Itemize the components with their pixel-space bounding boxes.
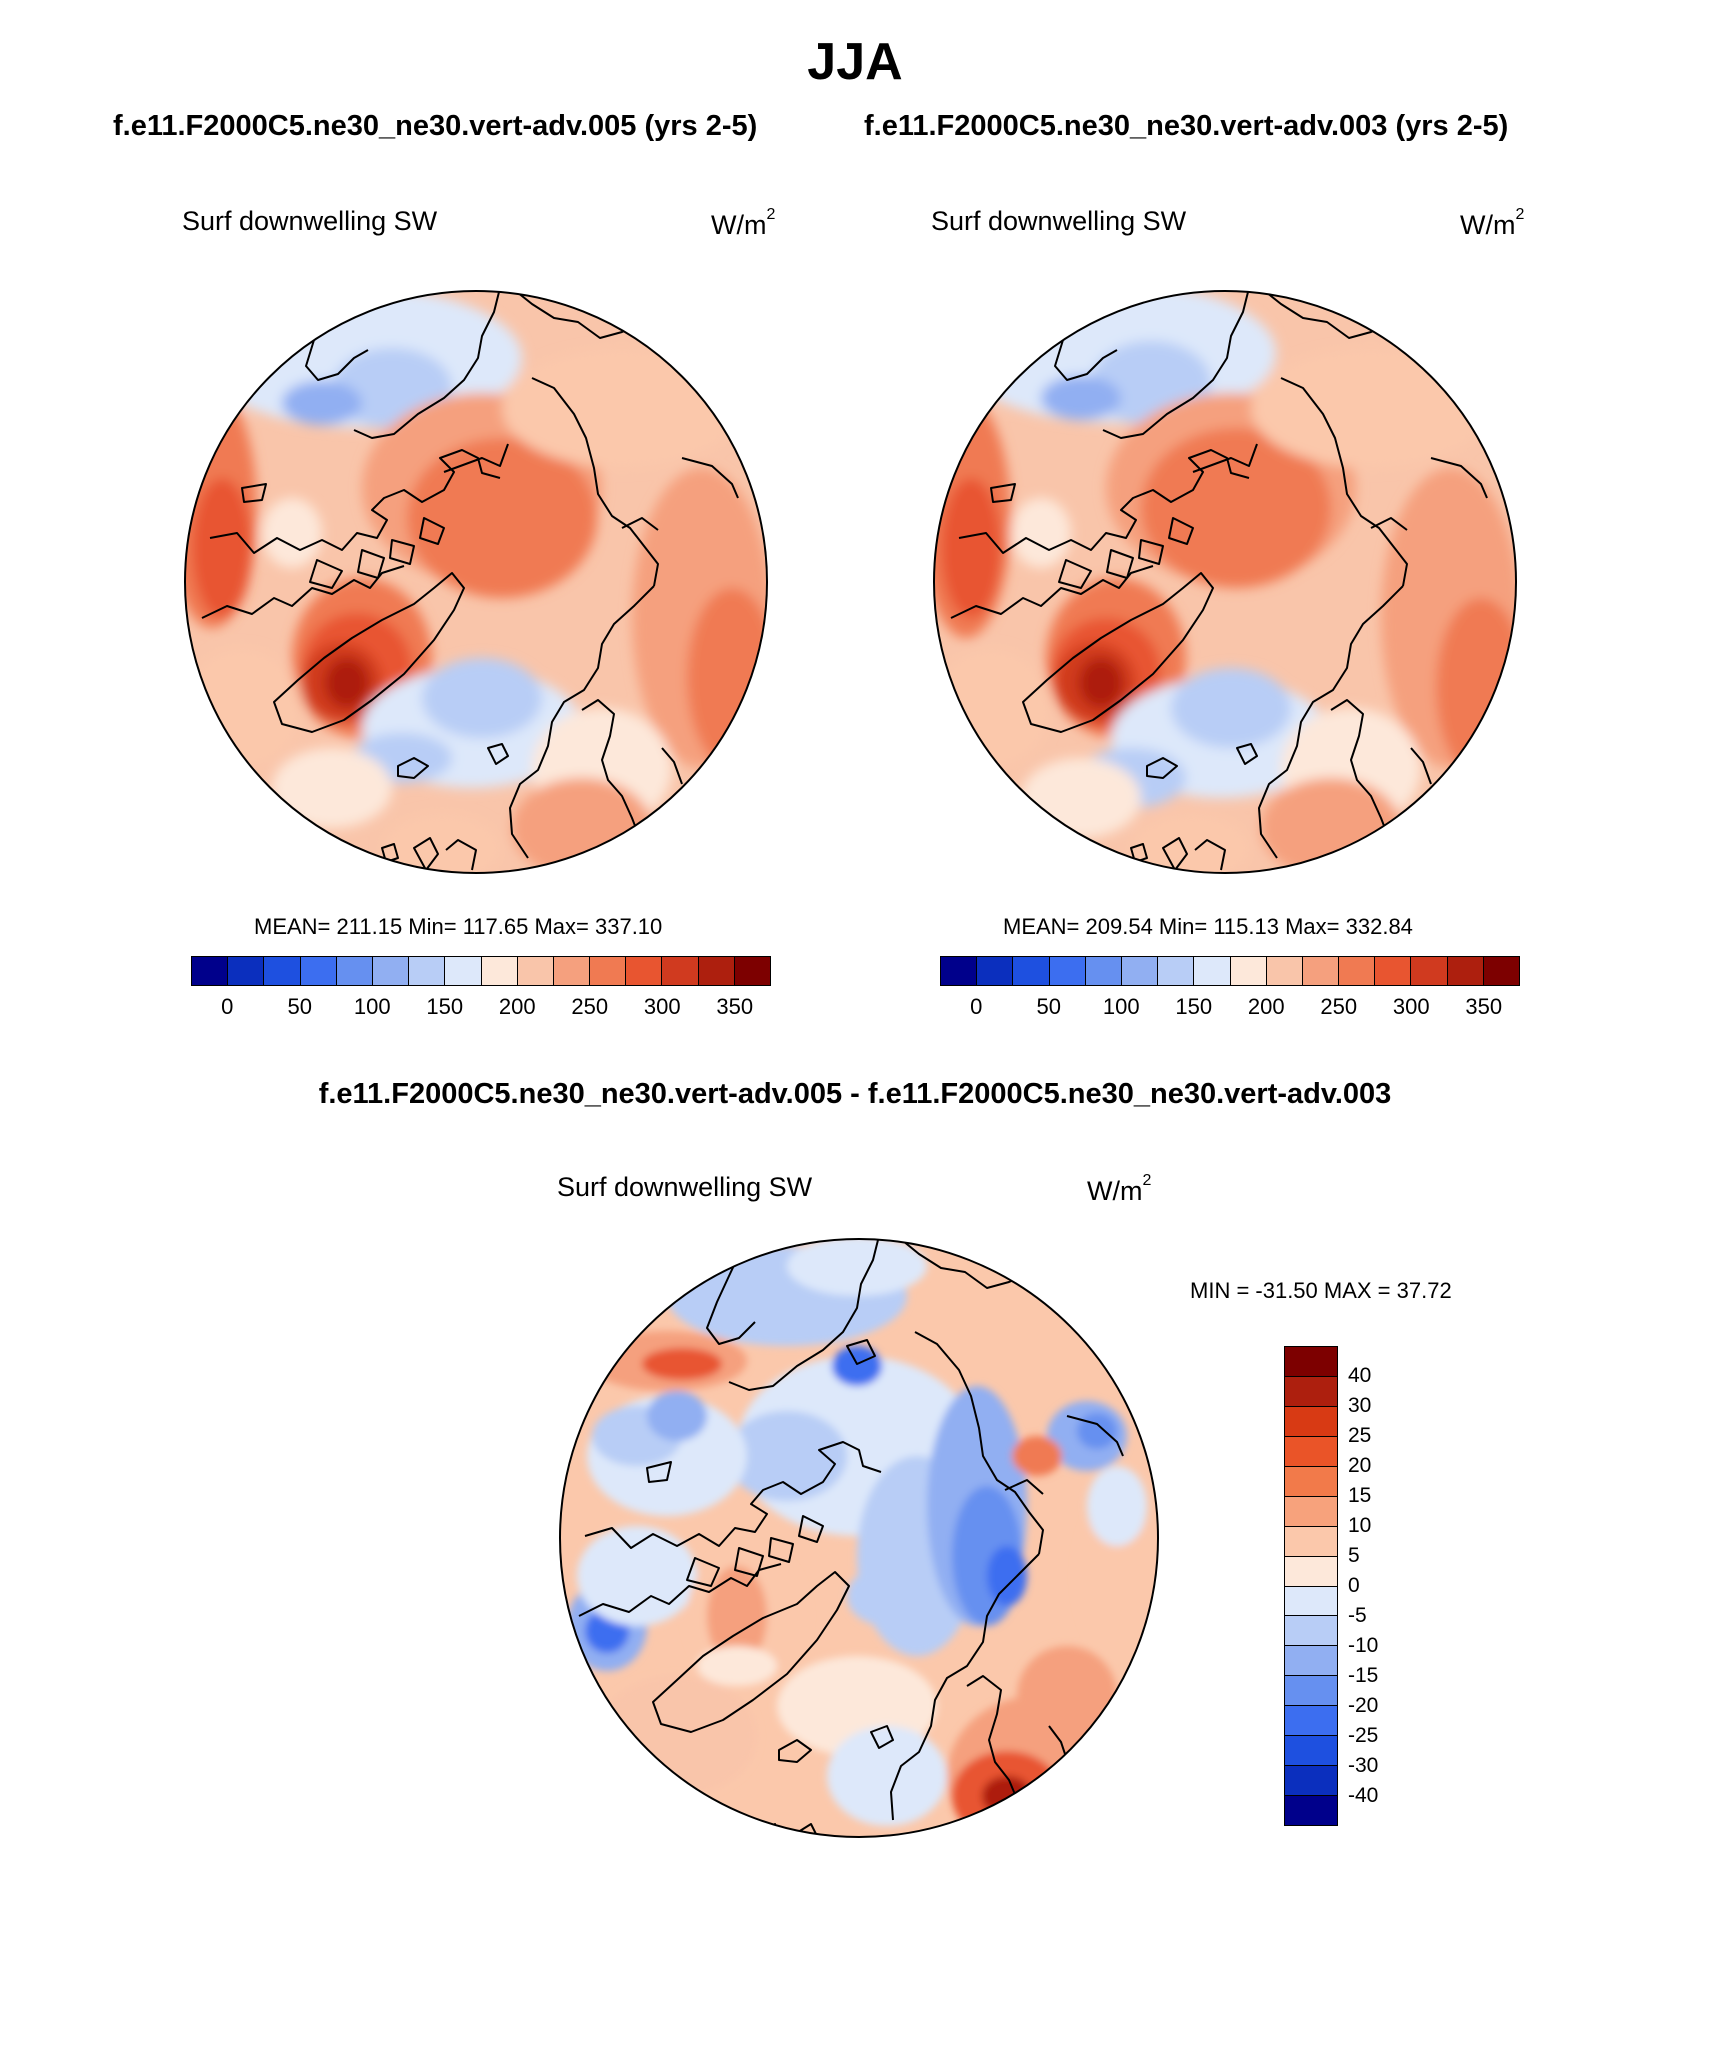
right-colorbar-swatch-13 [1411,957,1448,985]
diff-colorbar-tick-label: 10 [1348,1514,1372,1537]
right-colorbar-swatch-15 [1483,957,1519,985]
diff-colorbar-swatch-14 [1285,1766,1337,1797]
right-case-title: f.e11.F2000C5.ne30_ne30.vert-adv.003 (yr… [864,110,1509,142]
main-title: JJA [807,33,903,91]
right-colorbar-tick-label: 50 [1036,994,1061,1019]
diff-colorbar [1284,1346,1338,1826]
diff-colorbar-swatch-8 [1285,1586,1337,1617]
right-colorbar-swatch-1 [977,957,1014,985]
right-colorbar-swatch-11 [1339,957,1376,985]
diff-colorbar-tick-label: 20 [1348,1454,1372,1477]
right-colorbar-swatch-6 [1158,957,1195,985]
left-colorbar-swatch-9 [517,957,554,985]
left-variable-label: Surf downwelling SW [182,206,438,236]
right-colorbar-tick-label: 300 [1392,994,1430,1019]
right-colorbar-swatch-5 [1121,957,1159,985]
left-colorbar-swatch-11 [590,957,627,985]
diff-minmax: MIN = -31.50 MAX = 37.72 [1190,1278,1452,1303]
left-case-title: f.e11.F2000C5.ne30_ne30.vert-adv.005 (yr… [113,110,758,142]
right-colorbar-swatch-12 [1375,957,1412,985]
left-colorbar-swatch-12 [626,957,663,985]
left-colorbar-tick-label: 50 [287,994,312,1019]
right-variable-label: Surf downwelling SW [931,206,1187,236]
diff-colorbar-swatch-9 [1285,1616,1337,1647]
right-colorbar-swatch-4 [1085,957,1122,985]
diff-colorbar-swatch-4 [1285,1466,1337,1497]
right-colorbar-swatch-7 [1194,957,1231,985]
right-stats: MEAN= 209.54 Min= 115.13 Max= 332.84 [1003,914,1413,939]
diff-colorbar-swatch-2 [1285,1406,1337,1437]
diff-colorbar-tick-label: 25 [1348,1424,1372,1447]
left-colorbar-swatch-7 [445,957,482,985]
diff-colorbar-swatch-5 [1285,1496,1337,1527]
left-colorbar-swatch-5 [372,957,410,985]
diff-colorbar-swatch-7 [1285,1556,1337,1587]
right-colorbar-swatch-8 [1230,957,1267,985]
diff-colorbar-swatch-10 [1285,1646,1337,1677]
diff-colorbar-tick-label: -5 [1348,1604,1367,1627]
left-colorbar-swatch-15 [734,957,770,985]
diff-colorbar-tick-label: -10 [1348,1634,1379,1657]
left-colorbar-tick-label: 100 [353,994,391,1019]
right-colorbar-tick-label: 200 [1247,994,1285,1019]
diff-colorbar-swatch-15 [1285,1796,1337,1825]
left-colorbar-swatch-3 [300,957,337,985]
left-colorbar-tick-label: 150 [426,994,464,1019]
left-colorbar-swatch-6 [409,957,446,985]
left-colorbar-swatch-10 [553,957,591,985]
right-colorbar-swatch-10 [1302,957,1340,985]
diff-colorbar-tick-label: 5 [1348,1544,1360,1567]
right-colorbar-swatch-3 [1049,957,1086,985]
diff-colorbar-swatch-6 [1285,1526,1337,1557]
left-colorbar-swatch-8 [481,957,518,985]
diff-colorbar-tick-label: -25 [1348,1724,1379,1747]
diff-colorbar-tick-label: -20 [1348,1694,1379,1717]
left-stats: MEAN= 211.15 Min= 117.65 Max= 337.10 [254,914,663,939]
right-units: W/m2 [1460,206,1525,240]
left-colorbar [191,956,771,986]
diff-colorbar-tick-label: 0 [1348,1574,1360,1597]
diff-colorbar-swatch-0 [1285,1347,1337,1377]
diff-colorbar-tick-label: 15 [1348,1484,1372,1507]
right-colorbar-tick-label: 150 [1175,994,1213,1019]
right-colorbar [940,956,1520,986]
diff-colorbar-tick-label: 30 [1348,1394,1372,1417]
right-colorbar-swatch-14 [1447,957,1484,985]
difference-polar-map [559,1238,1159,1838]
right-colorbar-swatch-9 [1266,957,1303,985]
left-colorbar-swatch-4 [336,957,373,985]
left-colorbar-swatch-2 [264,957,301,985]
right-colorbar-swatch-0 [941,957,978,985]
right-colorbar-tick-label: 0 [970,994,983,1019]
diff-colorbar-swatch-11 [1285,1676,1337,1707]
left-colorbar-tick-label: 200 [498,994,536,1019]
diff-colorbar-tick-label: -15 [1348,1664,1379,1687]
diff-colorbar-swatch-1 [1285,1376,1337,1407]
left-colorbar-tick-label: 300 [643,994,681,1019]
diff-colorbar-swatch-3 [1285,1436,1337,1467]
diff-colorbar-tick-label: -30 [1348,1754,1379,1777]
right-polar-map [933,290,1517,874]
left-colorbar-tick-label: 0 [221,994,234,1019]
difference-title: f.e11.F2000C5.ne30_ne30.vert-adv.005 - f… [318,1078,1392,1110]
diff-units: W/m2 [1087,1172,1152,1206]
diff-colorbar-tick-label: -40 [1348,1784,1379,1807]
left-colorbar-swatch-1 [228,957,265,985]
left-units: W/m2 [711,206,776,240]
left-polar-map [184,290,768,874]
diff-colorbar-swatch-13 [1285,1736,1337,1767]
right-colorbar-tick-label: 350 [1465,994,1503,1019]
diff-variable-label: Surf downwelling SW [557,1172,813,1202]
diff-colorbar-tick-label: 40 [1348,1364,1372,1387]
left-colorbar-tick-label: 350 [716,994,754,1019]
right-colorbar-tick-label: 250 [1320,994,1358,1019]
left-colorbar-swatch-0 [192,957,229,985]
left-colorbar-tick-label: 250 [571,994,609,1019]
right-colorbar-tick-label: 100 [1102,994,1140,1019]
left-colorbar-swatch-14 [698,957,735,985]
right-colorbar-swatch-2 [1013,957,1050,985]
left-colorbar-swatch-13 [662,957,699,985]
diff-colorbar-swatch-12 [1285,1706,1337,1737]
